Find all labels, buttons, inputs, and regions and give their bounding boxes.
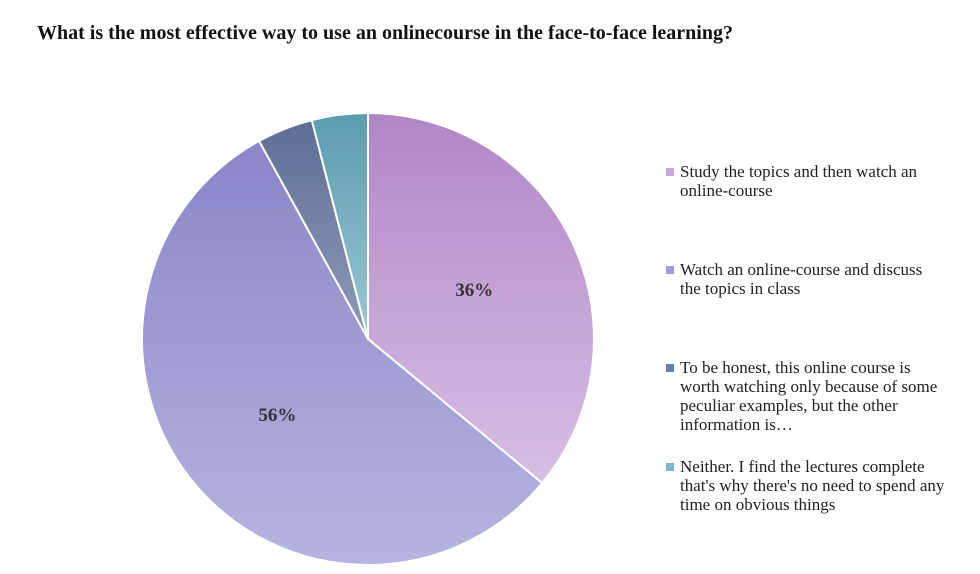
legend-label: Watch an online-course and discuss the t… bbox=[680, 260, 923, 298]
legend-swatch bbox=[666, 463, 674, 471]
data-label: 56% bbox=[258, 405, 296, 426]
legend-label: Neither. I find the lectures complete th… bbox=[680, 457, 945, 514]
legend-swatch bbox=[666, 266, 674, 274]
legend-label: To be honest, this online course is wort… bbox=[680, 358, 938, 434]
legend-label: Study the topics and then watch an onlin… bbox=[680, 162, 918, 200]
slice-study-then-watch bbox=[367, 111, 595, 485]
data-label: 36% bbox=[455, 280, 493, 301]
legend-swatch bbox=[666, 364, 674, 372]
slice-watch-then-discuss bbox=[141, 139, 544, 566]
chart-title: What is the most effective way to use an… bbox=[37, 22, 733, 44]
legend-swatch bbox=[666, 168, 674, 176]
slice-neither bbox=[310, 111, 369, 340]
